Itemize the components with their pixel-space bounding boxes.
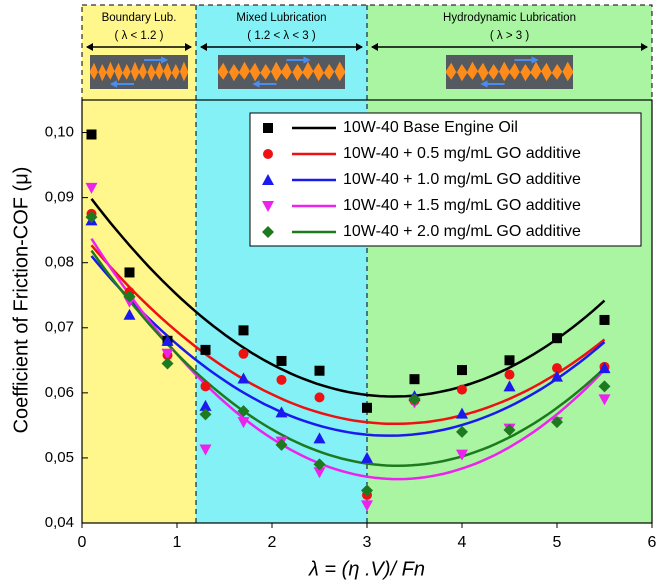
trend-curve xyxy=(90,249,606,468)
marker-triangle-down xyxy=(313,467,326,479)
marker-triangle-up xyxy=(456,407,468,419)
y-tick-label: 0,04 xyxy=(45,514,74,531)
marker-circle xyxy=(200,381,211,392)
marker-square xyxy=(86,129,97,140)
marker-diamond xyxy=(313,458,326,471)
marker-diamond xyxy=(503,423,516,436)
marker-diamond xyxy=(161,357,174,370)
marker-square xyxy=(263,123,273,133)
region-label: Boundary Lub. xyxy=(102,12,177,24)
marker-square xyxy=(457,365,467,376)
marker-circle xyxy=(552,363,562,374)
marker-triangle-down xyxy=(85,182,98,194)
y-tick-label: 0,08 xyxy=(45,254,74,271)
y-tick-label: 0,07 xyxy=(45,319,74,336)
marker-triangle-up xyxy=(161,334,174,346)
x-tick-label: 0 xyxy=(78,534,87,551)
marker-diamond xyxy=(275,438,288,451)
marker-diamond xyxy=(85,211,98,224)
x-tick-label: 3 xyxy=(363,534,372,551)
marker-square xyxy=(504,355,515,366)
marker-circle xyxy=(276,374,287,385)
marker-square xyxy=(200,344,211,355)
marker-circle xyxy=(504,369,515,380)
marker-circle xyxy=(457,384,467,395)
legend-label: 10W-40 Base Engine Oil xyxy=(343,119,518,136)
region-label: Mixed Lubrication xyxy=(236,12,326,24)
marker-triangle-down xyxy=(199,444,212,456)
marker-diamond xyxy=(361,484,373,497)
marker-triangle-up xyxy=(262,174,274,185)
backgrounds: Boundary Lub. ( λ < 1.2 ) Mixed Lubricatio… xyxy=(81,4,653,523)
marker-triangle-up xyxy=(123,308,136,320)
marker-square xyxy=(362,402,372,413)
marker-triangle-down xyxy=(237,417,250,429)
region-condition: ( λ < 1.2 ) xyxy=(115,30,164,42)
marker-square xyxy=(552,333,562,344)
y-tick-label: 0,09 xyxy=(45,189,74,206)
marker-square xyxy=(276,355,287,366)
region-condition: ( 1.2 < λ < 3 ) xyxy=(247,30,316,42)
marker-diamond xyxy=(199,408,212,421)
region-condition: ( λ > 3 ) xyxy=(490,30,529,42)
legend-label: 10W-40 + 1.5 mg/mL GO additive xyxy=(343,197,581,214)
lubricant-film xyxy=(218,61,345,82)
lubricant-film xyxy=(446,61,573,82)
marker-square xyxy=(599,314,610,325)
y-tick-label: 0,10 xyxy=(45,124,74,141)
legend-label: 10W-40 + 1.0 mg/mL GO additive xyxy=(343,171,581,188)
trend-curve xyxy=(90,244,606,426)
marker-square xyxy=(314,365,325,376)
marker-triangle-up xyxy=(237,372,250,384)
marker-diamond xyxy=(456,425,468,438)
marker-triangle-down xyxy=(361,500,373,512)
legend-label: 10W-40 + 2.0 mg/mL GO additive xyxy=(343,223,581,240)
marker-triangle-up xyxy=(503,380,516,392)
marker-triangle-down xyxy=(456,449,468,461)
marker-triangle-up xyxy=(313,432,326,444)
flow-arrow xyxy=(480,56,539,88)
lubricant-film xyxy=(90,61,188,82)
region-label: Hydrodynamic Lubrication xyxy=(443,12,576,24)
marker-triangle-down xyxy=(161,348,174,360)
marker-triangle-up xyxy=(199,399,212,411)
marker-circle xyxy=(238,348,249,359)
x-tick-label: 5 xyxy=(553,534,562,551)
marker-circle xyxy=(314,392,325,403)
marker-diamond xyxy=(408,393,421,406)
x-tick-label: 1 xyxy=(173,534,182,551)
marker-triangle-up xyxy=(551,370,563,382)
marker-square xyxy=(409,374,420,385)
y-tick-label: 0,05 xyxy=(45,449,74,466)
marker-triangle-up xyxy=(598,362,611,374)
trend-curve xyxy=(90,198,606,398)
marker-diamond xyxy=(551,416,563,429)
trend-curve xyxy=(90,255,606,437)
legend-label: 10W-40 + 0.5 mg/mL GO additive xyxy=(343,145,581,162)
legend-box xyxy=(249,112,642,247)
y-tick-label: 0,06 xyxy=(45,384,74,401)
marker-square xyxy=(238,325,249,336)
marker-triangle-down xyxy=(262,201,274,212)
y-axis-title: Coefficient of Friction-COF (μ) xyxy=(10,167,32,434)
marker-triangle-up xyxy=(275,406,288,418)
marker-triangle-down xyxy=(598,394,611,406)
marker-diamond xyxy=(262,226,274,238)
marker-diamond xyxy=(598,380,611,393)
x-tick-label: 4 xyxy=(458,534,467,551)
marker-diamond xyxy=(123,290,136,303)
marker-diamond xyxy=(237,405,250,418)
x-tick-label: 2 xyxy=(268,534,277,551)
flow-arrow xyxy=(109,56,169,88)
marker-triangle-up xyxy=(361,451,373,463)
x-tick-label: 6 xyxy=(648,534,657,551)
x-axis-title: λ = (η .V)/ Fn xyxy=(308,558,425,580)
marker-square xyxy=(124,267,135,278)
foreground: 0,04 0,05 0,06 0,07 0,08 0,09 0,10 0 1 2 3 4 5 6 10W-4… xyxy=(45,99,657,551)
flow-arrow xyxy=(252,56,311,88)
marker-circle xyxy=(263,149,273,159)
